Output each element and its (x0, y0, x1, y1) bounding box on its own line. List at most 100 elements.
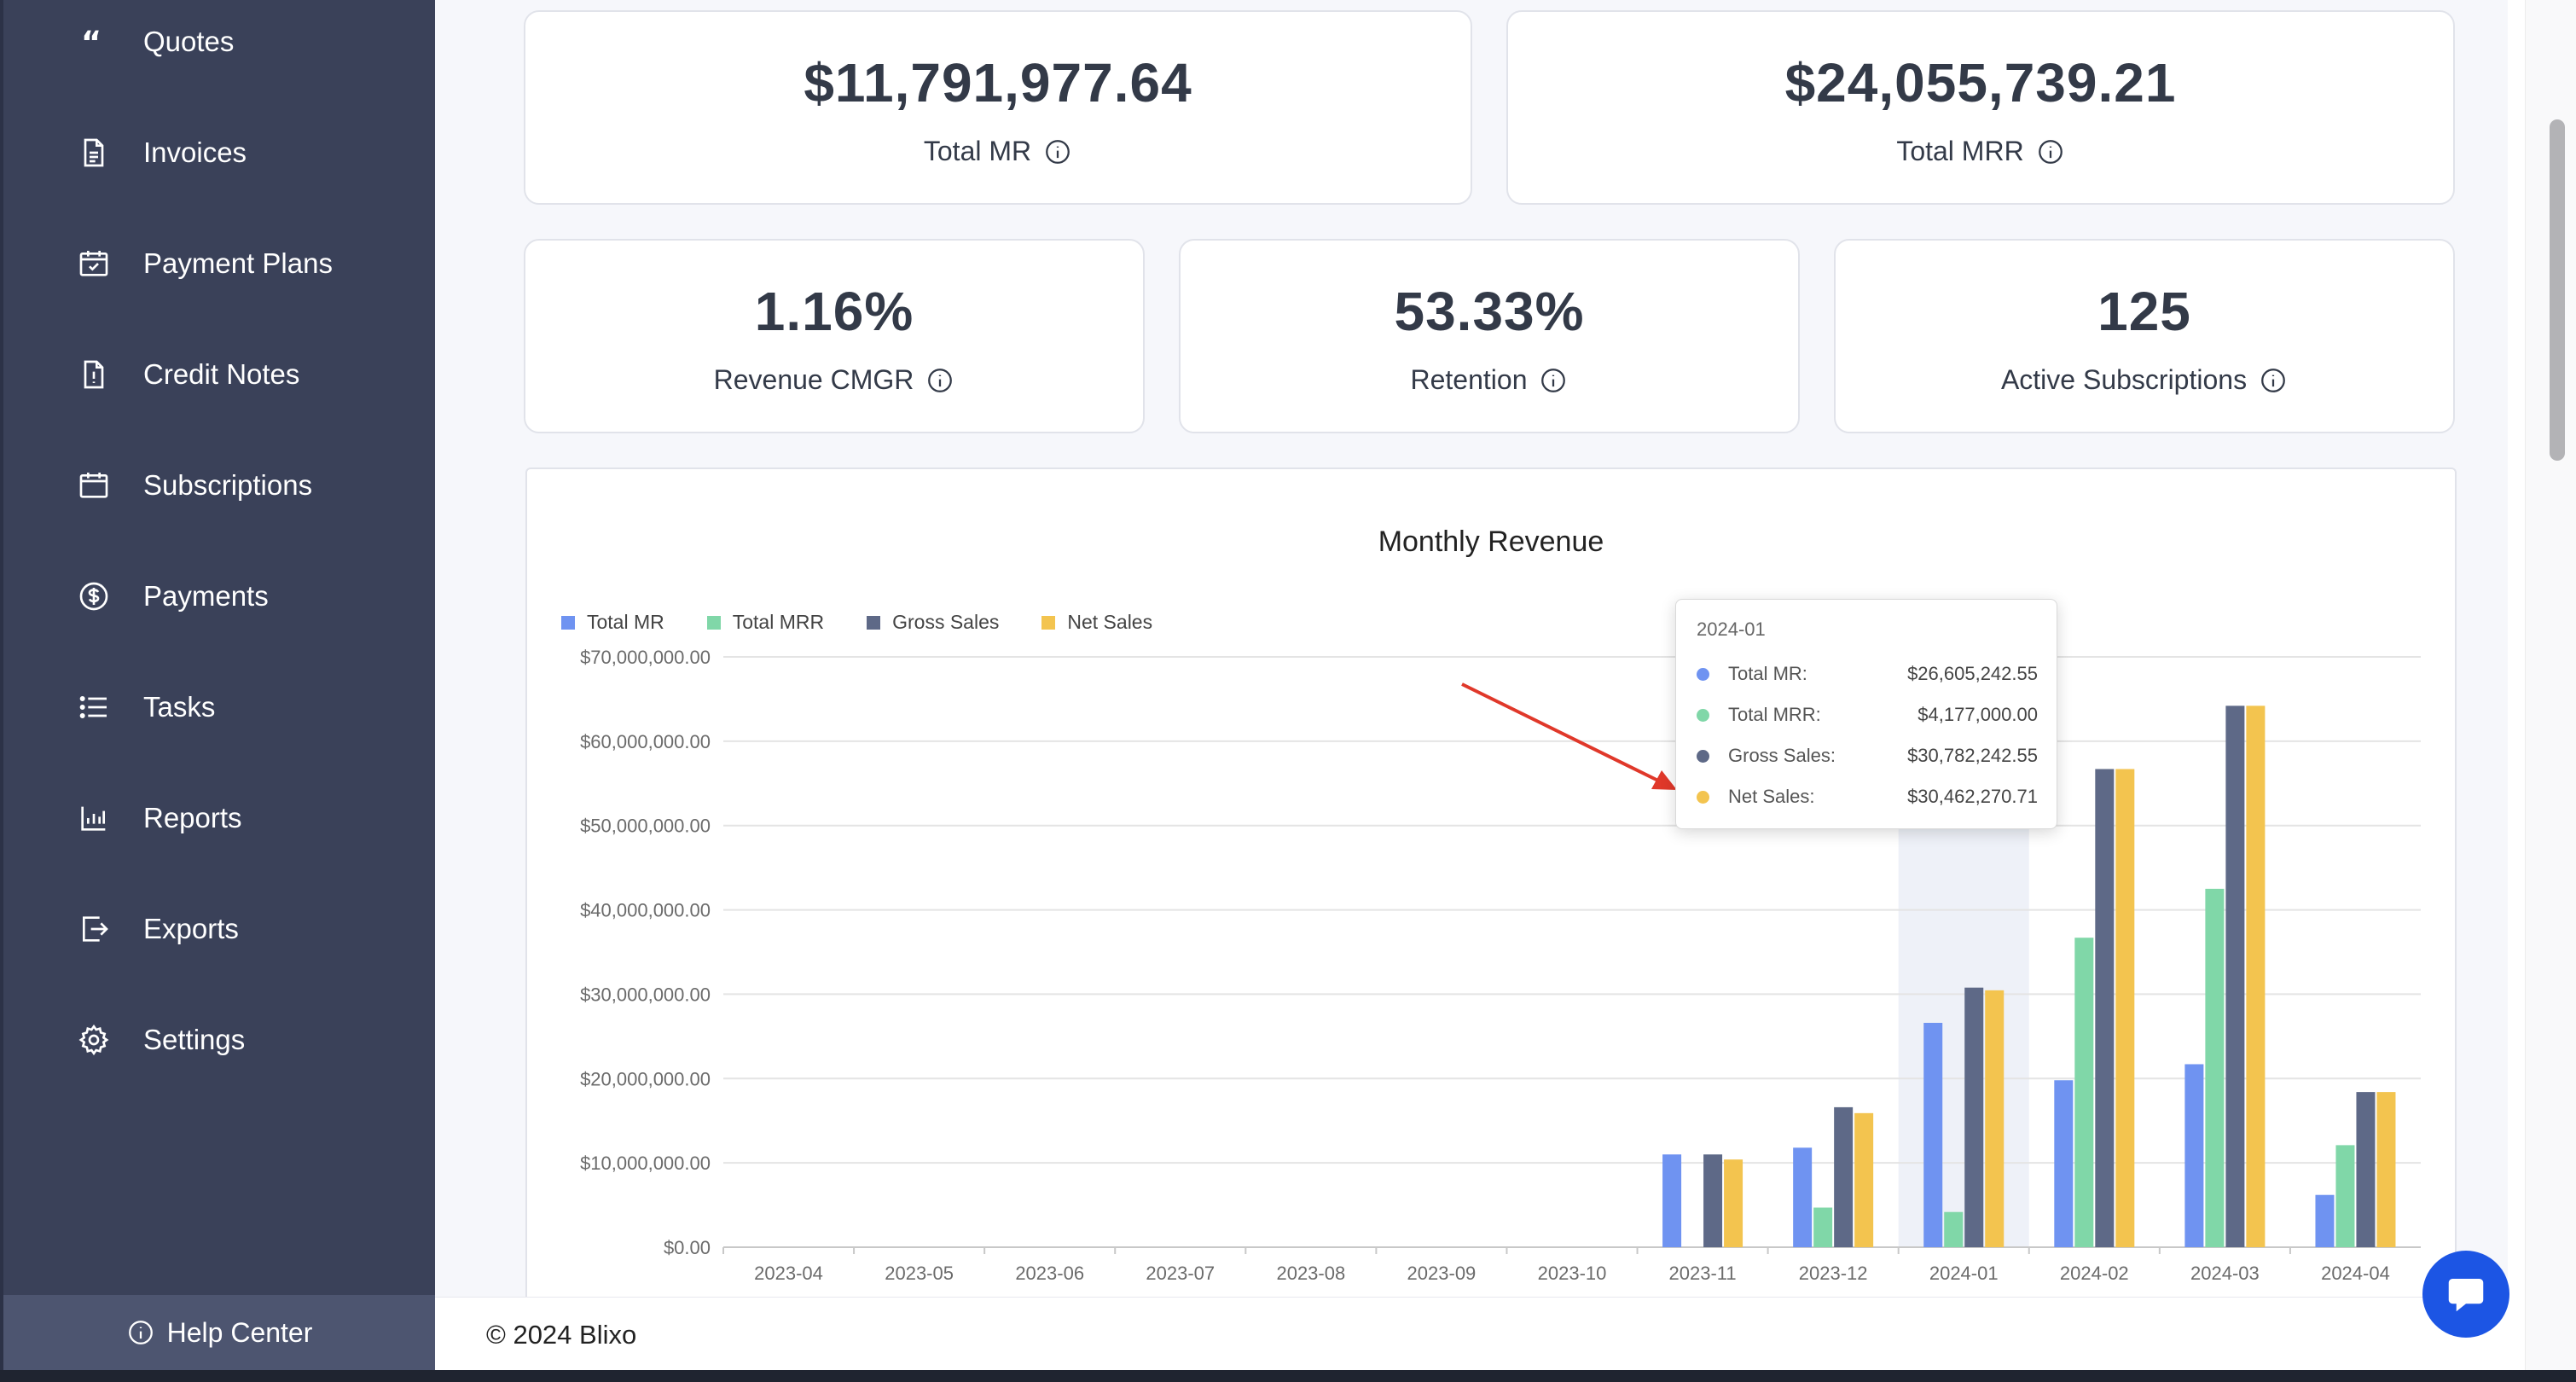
x-tick-label: 2023-08 (1276, 1263, 1345, 1284)
tooltip-row-total-mr: Total MR: $26,605,242.55 (1697, 661, 2038, 687)
info-icon[interactable] (925, 366, 954, 395)
bar (2225, 706, 2245, 1247)
sidebar-item-settings[interactable]: Settings (0, 999, 435, 1081)
tooltip-title: 2024-01 (1697, 618, 1766, 640)
tooltip-series-value: $30,782,242.55 (1907, 745, 2038, 766)
dashboard-main: $11,791,977.64 Total MR $24,055,739.21 T… (435, 0, 2508, 1297)
chart-title: Monthly Revenue (1378, 526, 1604, 558)
tooltip-dot (1697, 708, 1709, 722)
y-tick-label: $20,000,000.00 (580, 1068, 711, 1089)
y-tick-label: $50,000,000.00 (580, 816, 711, 837)
tooltip-dot (1697, 790, 1709, 804)
help-center-button[interactable]: Help Center (3, 1295, 435, 1370)
bar (2205, 888, 2225, 1247)
info-icon[interactable] (2259, 366, 2288, 395)
legend-item-total-mrr[interactable]: Total MRR (706, 611, 825, 634)
tooltip-series-name: Total MR: (1728, 663, 1807, 684)
gear-icon (75, 1021, 113, 1059)
tooltip-series-value: $30,462,270.71 (1907, 786, 2038, 807)
tooltip-dot (1697, 749, 1709, 763)
stat-value: 53.33% (1394, 281, 1585, 342)
legend-label: Net Sales (1067, 611, 1153, 633)
sidebar-item-credit-notes[interactable]: Credit Notes (0, 334, 435, 415)
bar (2376, 1092, 2396, 1247)
stat-card-retention: 53.33% Retention (1179, 239, 1800, 433)
monthly-revenue-chart: $0.00 $10,000,000.00 $20,000,000.00 $30,000… (525, 467, 2457, 1297)
bar (1985, 990, 2005, 1247)
bar (2315, 1194, 2335, 1247)
y-tick-label: $40,000,000.00 (580, 900, 711, 921)
sidebar-item-label: Invoices (143, 136, 247, 168)
sidebar-item-reports[interactable]: Reports (0, 777, 435, 859)
sidebar-item-quotes[interactable]: “ Quotes (0, 1, 435, 83)
bar (2184, 1064, 2204, 1247)
x-tick-label: 2024-03 (2190, 1263, 2260, 1284)
sidebar-item-exports[interactable]: Exports (0, 888, 435, 970)
bar (2095, 769, 2115, 1247)
bar (2246, 706, 2266, 1247)
bar (1703, 1154, 1723, 1247)
bar (1944, 1211, 1964, 1247)
legend-item-gross-sales[interactable]: Gross Sales (867, 611, 999, 634)
legend-item-net-sales[interactable]: Net Sales (1041, 611, 1152, 634)
legend-label: Total MR (587, 611, 664, 633)
stat-label: Revenue CMGR (713, 364, 914, 395)
tooltip-series-value: $4,177,000.00 (1917, 704, 2038, 725)
sidebar-item-tasks[interactable]: Tasks (0, 666, 435, 748)
bar (2356, 1092, 2376, 1247)
stat-label-row: Revenue CMGR (525, 364, 1143, 396)
chart-tooltip: 2024-01 Total MR: $26,605,242.55 Total M… (1675, 599, 2057, 829)
x-tick-label: 2023-05 (885, 1263, 954, 1284)
legend-swatch (1041, 615, 1056, 630)
stat-value: $11,791,977.64 (804, 52, 1192, 113)
quote-icon: “ (75, 23, 113, 61)
tooltip-series-name: Net Sales: (1728, 786, 1815, 807)
stat-label-row: Active Subscriptions (1836, 364, 2453, 396)
desktop-strip (0, 1370, 2576, 1382)
x-tick-label: 2023-07 (1146, 1263, 1215, 1284)
bar (1854, 1112, 1874, 1247)
stat-card-active-subscriptions: 125 Active Subscriptions (1834, 239, 2455, 433)
page-scrollbar[interactable] (2525, 0, 2576, 1382)
annotation-arrow-head (1651, 770, 1677, 790)
list-icon (75, 688, 113, 726)
x-tick-label: 2023-06 (1015, 1263, 1084, 1284)
info-icon[interactable] (1043, 137, 1072, 166)
legend-item-total-mr[interactable]: Total MR (561, 611, 664, 634)
bar-chart-icon (75, 799, 113, 837)
y-tick-label: $60,000,000.00 (580, 731, 711, 752)
legend-label: Gross Sales (892, 611, 1000, 633)
chart-canvas: $0.00 $10,000,000.00 $20,000,000.00 $30,000… (580, 647, 2421, 1284)
info-icon[interactable] (1539, 366, 1568, 395)
tooltip-row-gross-sales: Gross Sales: $30,782,242.55 (1697, 743, 2038, 769)
legend-label: Total MRR (732, 611, 825, 633)
sidebar-item-label: Payment Plans (143, 247, 333, 279)
tooltip-series-value: $26,605,242.55 (1907, 663, 2038, 684)
scrollbar-thumb[interactable] (2550, 119, 2565, 461)
annotation-arrow-line (1461, 682, 1664, 785)
sidebar-item-invoices[interactable]: Invoices (0, 112, 435, 194)
bar (1724, 1159, 1743, 1247)
bar (1813, 1207, 1833, 1247)
stat-label: Retention (1410, 364, 1528, 395)
x-tick-label: 2023-12 (1799, 1263, 1868, 1284)
info-icon[interactable] (2036, 137, 2065, 166)
chat-widget-button[interactable] (2422, 1251, 2509, 1338)
sidebar-item-payment-plans[interactable]: Payment Plans (0, 223, 435, 305)
sidebar-item-label: Settings (143, 1024, 246, 1055)
svg-text:“: “ (81, 25, 102, 59)
x-tick-label: 2023-10 (1538, 1263, 1607, 1284)
stat-card-total-mrr: $24,055,739.21 Total MRR (1506, 10, 2455, 205)
bar (1662, 1154, 1682, 1247)
sidebar-item-payments[interactable]: Payments (0, 555, 435, 637)
sidebar-item-subscriptions[interactable]: Subscriptions (0, 444, 435, 526)
bar (1964, 987, 1984, 1247)
stat-value: 125 (2097, 281, 2191, 342)
footer: © 2024 Blixo (435, 1297, 2508, 1370)
tooltip-series-name: Total MRR: (1728, 704, 1821, 725)
bar (1923, 1022, 1943, 1247)
sidebar: “ Quotes Invoices Payment Plans Credit N… (0, 0, 435, 1382)
chat-bubble-icon (2448, 1279, 2484, 1312)
legend-swatch (867, 615, 881, 630)
